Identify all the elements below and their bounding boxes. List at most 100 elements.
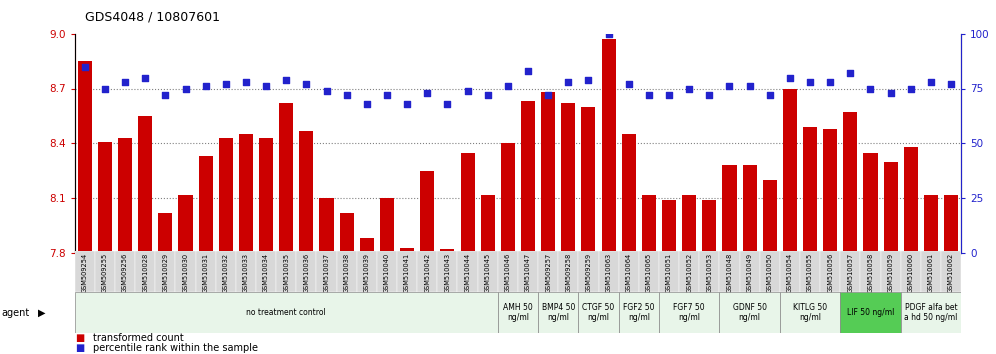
Point (782, 75, 798, 80)
Text: GSM510038: GSM510038 (344, 252, 350, 293)
Bar (75, 251, 95, 292)
Text: GSM510054: GSM510054 (787, 252, 793, 293)
Bar (780, 292, 841, 333)
Text: GSM509257: GSM509257 (545, 252, 551, 293)
Point (118, 79, 133, 85)
Bar (739, 251, 760, 292)
Bar (941, 251, 961, 292)
Bar (883, 162, 897, 253)
Text: GSM510057: GSM510057 (848, 252, 854, 293)
Bar (803, 127, 817, 253)
Text: GSM510036: GSM510036 (304, 252, 310, 293)
Point (621, 81, 636, 87)
Bar (236, 251, 256, 292)
Text: GSM510032: GSM510032 (223, 252, 229, 293)
Text: GSM510058: GSM510058 (868, 252, 873, 293)
Bar (98, 142, 112, 253)
Text: GSM510064: GSM510064 (625, 252, 631, 293)
Bar (861, 251, 880, 292)
Bar (760, 251, 780, 292)
Bar (599, 251, 619, 292)
Text: transformed count: transformed count (93, 333, 183, 343)
Bar (844, 112, 858, 253)
Bar (702, 200, 716, 253)
Point (299, 81, 315, 87)
Text: GSM510051: GSM510051 (666, 252, 672, 293)
Text: GSM510045: GSM510045 (485, 252, 491, 293)
Bar (317, 251, 337, 292)
Bar (679, 251, 699, 292)
Bar (900, 251, 921, 292)
Bar (659, 251, 679, 292)
Bar (138, 116, 152, 253)
Point (177, 86, 193, 91)
Bar (239, 134, 253, 253)
Bar (662, 200, 676, 253)
Text: GSM510037: GSM510037 (324, 252, 330, 293)
Text: GSM510030: GSM510030 (182, 252, 188, 293)
Bar (682, 195, 696, 253)
Text: GSM510048: GSM510048 (726, 252, 732, 293)
Point (359, 101, 374, 107)
Bar (719, 292, 780, 333)
Text: GSM510062: GSM510062 (948, 252, 954, 293)
Point (77, 64, 93, 69)
Point (721, 84, 737, 89)
Bar (880, 251, 900, 292)
Bar (457, 251, 478, 292)
Bar (256, 251, 276, 292)
Bar (820, 251, 841, 292)
Bar (501, 143, 515, 253)
Text: GSM509259: GSM509259 (586, 252, 592, 293)
Point (581, 77, 597, 82)
Bar (783, 88, 797, 253)
Text: GSM510061: GSM510061 (928, 252, 934, 293)
Point (157, 92, 173, 98)
Bar (722, 165, 736, 253)
Text: GSM510041: GSM510041 (404, 252, 410, 293)
Bar (400, 247, 414, 253)
Point (601, 31, 617, 36)
Bar (219, 138, 233, 253)
Bar (841, 251, 861, 292)
Text: CTGF 50
ng/ml: CTGF 50 ng/ml (583, 303, 615, 322)
Bar (481, 195, 495, 253)
Text: FGF2 50
ng/ml: FGF2 50 ng/ml (623, 303, 654, 322)
Bar (579, 292, 619, 333)
Bar (944, 195, 958, 253)
Text: GSM510042: GSM510042 (424, 252, 430, 293)
Bar (478, 251, 498, 292)
Bar (903, 147, 918, 253)
Text: GSM509256: GSM509256 (123, 252, 128, 293)
Bar (538, 251, 558, 292)
Bar (538, 292, 579, 333)
Bar (602, 39, 616, 253)
Bar (357, 251, 376, 292)
Bar (75, 292, 498, 333)
Text: ■: ■ (75, 333, 84, 343)
Text: GDS4048 / 10807601: GDS4048 / 10807601 (85, 11, 220, 24)
Point (823, 79, 839, 85)
Bar (297, 251, 317, 292)
Bar (659, 292, 719, 333)
Text: GSM510029: GSM510029 (162, 252, 168, 293)
Bar (743, 165, 757, 253)
Text: GSM510050: GSM510050 (767, 252, 773, 293)
Bar (561, 103, 576, 253)
Text: GSM510056: GSM510056 (828, 252, 834, 293)
Text: PDGF alfa bet
a hd 50 ng/ml: PDGF alfa bet a hd 50 ng/ml (904, 303, 957, 322)
Bar (440, 250, 454, 253)
Bar (921, 251, 941, 292)
Bar (498, 292, 538, 333)
Bar (619, 251, 638, 292)
Text: GSM510065: GSM510065 (645, 252, 651, 293)
Point (197, 84, 213, 89)
Text: GSM510034: GSM510034 (263, 252, 269, 293)
Point (561, 79, 577, 85)
Bar (158, 213, 172, 253)
Text: GSM510028: GSM510028 (142, 252, 148, 293)
Text: GSM509254: GSM509254 (82, 252, 88, 293)
Text: agent: agent (1, 308, 29, 318)
Point (902, 86, 918, 91)
Text: ■: ■ (75, 343, 84, 353)
